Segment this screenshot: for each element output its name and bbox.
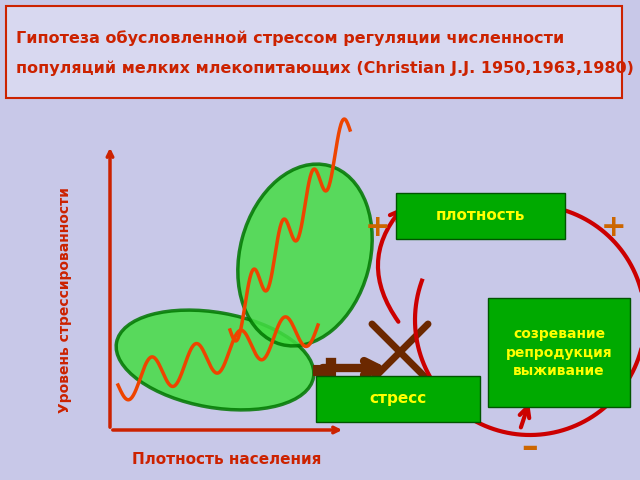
Ellipse shape bbox=[238, 164, 372, 346]
Text: Уровень стрессированности: Уровень стрессированности bbox=[58, 187, 72, 413]
Text: Гипотеза обусловленной стрессом регуляции численности: Гипотеза обусловленной стрессом регуляци… bbox=[16, 30, 564, 46]
FancyBboxPatch shape bbox=[396, 193, 565, 239]
Text: популяций мелких млекопитающих (Christian J.J. 1950,1963,1980): популяций мелких млекопитающих (Christia… bbox=[16, 60, 634, 76]
Ellipse shape bbox=[116, 310, 314, 410]
FancyBboxPatch shape bbox=[316, 376, 480, 422]
Text: +: + bbox=[365, 214, 391, 242]
FancyBboxPatch shape bbox=[488, 298, 630, 407]
Text: стресс: стресс bbox=[369, 392, 427, 407]
Text: созревание
репродукция
выживание: созревание репродукция выживание bbox=[506, 327, 612, 378]
Text: плотность: плотность bbox=[436, 208, 525, 224]
FancyBboxPatch shape bbox=[6, 6, 622, 98]
Text: Плотность населения: Плотность населения bbox=[132, 453, 322, 468]
Text: +: + bbox=[601, 214, 627, 242]
Text: –: – bbox=[522, 432, 538, 465]
